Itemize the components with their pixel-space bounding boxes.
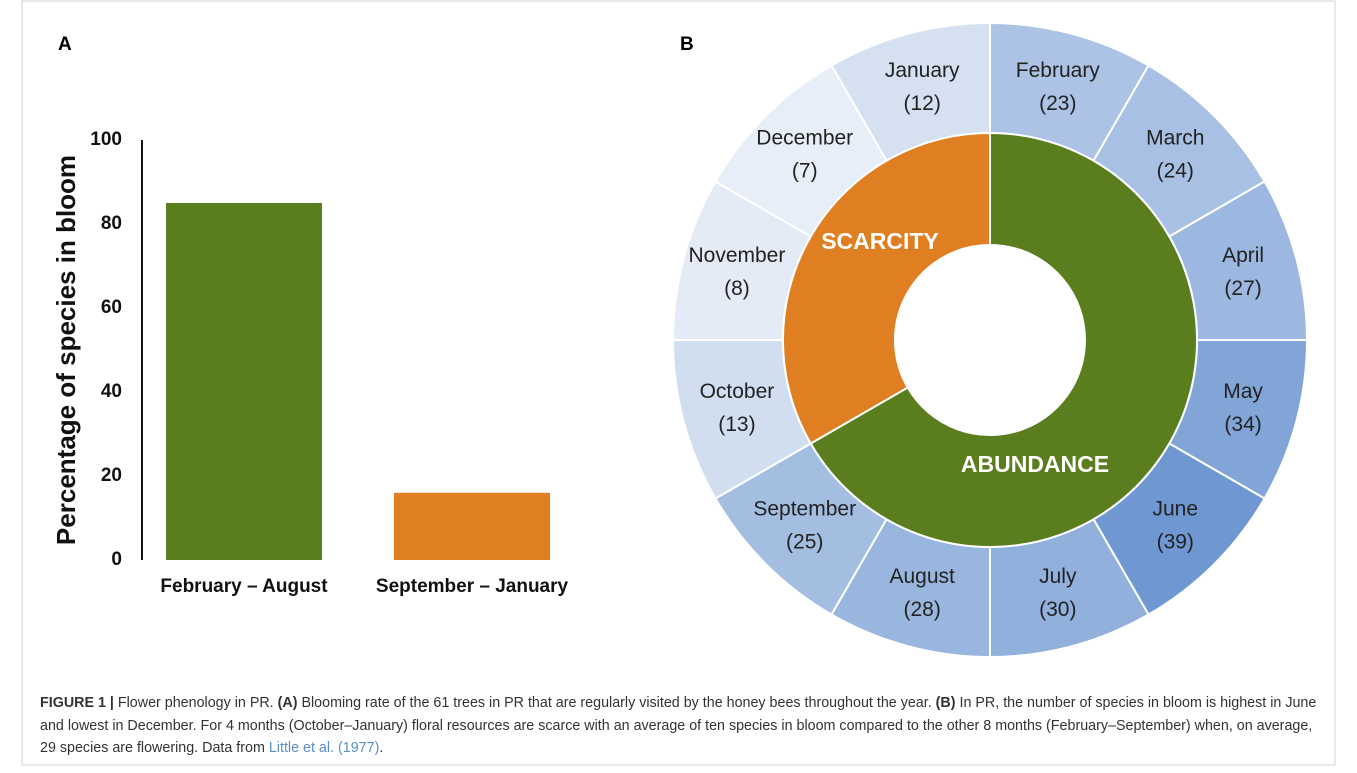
month-name: May (1223, 379, 1263, 402)
month-label: June (39) (1152, 497, 1198, 553)
panel-label: B (680, 34, 694, 55)
month-label: April (27) (1222, 244, 1264, 300)
month-label: July (30) (1039, 565, 1077, 621)
month-value-label: (23) (1039, 91, 1076, 114)
month-value-label: (39) (1157, 530, 1194, 553)
month-name: June (1152, 497, 1198, 520)
month-name: December (756, 126, 853, 149)
month-value-label: (25) (786, 530, 823, 553)
month-label: November (8) (688, 244, 785, 300)
month-name: August (889, 565, 955, 588)
bar (166, 203, 322, 560)
month-name: September (753, 497, 856, 520)
inner-segment (782, 131, 991, 445)
month-value-label: (12) (904, 91, 941, 114)
month-value-label: (30) (1039, 598, 1076, 621)
caption-bold: (A) (277, 695, 298, 711)
month-label: March (24) (1146, 126, 1204, 182)
month-label: January (12) (885, 58, 960, 114)
inner-label: SCARCITY (821, 228, 939, 254)
y-tick-label: 40 (101, 381, 122, 402)
month-label: October (13) (700, 379, 775, 435)
month-value-label: (34) (1224, 412, 1261, 435)
caption-link[interactable]: Little et al. (1977) (268, 740, 380, 756)
x-tick-label: September – January (376, 576, 569, 597)
month-name: April (1222, 244, 1264, 267)
month-label: May (34) (1223, 379, 1263, 435)
bar (394, 492, 550, 560)
month-value-label: (8) (724, 277, 750, 300)
month-name: October (700, 379, 775, 402)
panel-label: A (58, 34, 72, 55)
y-tick-label: 20 (101, 465, 122, 486)
caption: FIGURE 1 | Flower phenology in PR. (A) B… (40, 692, 1325, 760)
inner-segment (809, 131, 1198, 548)
caption-plain: Flower phenology in PR. (113, 695, 278, 711)
month-label: December (7) (756, 126, 853, 182)
month-name: February (1016, 58, 1101, 81)
caption-plain: In PR, the number of species in bloom is… (40, 695, 1317, 756)
month-value-label: (7) (792, 159, 818, 182)
caption-bold: (B) (935, 695, 956, 711)
y-axis-label: Percentage of species in bloom (51, 155, 81, 545)
inner-label: ABUNDANCE (961, 451, 1109, 477)
month-value-label: (24) (1157, 159, 1194, 182)
month-label: February (23) (1016, 58, 1101, 114)
month-name: November (688, 244, 785, 267)
month-name: July (1039, 565, 1077, 588)
x-tick-label: February – August (160, 576, 328, 597)
month-label: September (25) (753, 497, 856, 553)
y-tick-label: 100 (90, 129, 122, 150)
month-value-label: (27) (1224, 277, 1261, 300)
caption-plain: Blooming rate of the 61 trees in PR that… (297, 695, 936, 711)
month-name: March (1146, 126, 1204, 149)
y-tick-label: 60 (101, 297, 122, 318)
caption-bold: FIGURE 1 | (40, 695, 114, 711)
month-value-label: (28) (904, 598, 941, 621)
month-label: August (28) (889, 565, 955, 621)
month-name: January (885, 58, 960, 81)
y-tick-label: 80 (101, 213, 122, 234)
month-value-label: (13) (718, 412, 755, 435)
figure-frame (21, 0, 1336, 766)
y-tick-label: 0 (111, 549, 122, 570)
caption-plain: . (379, 740, 384, 756)
